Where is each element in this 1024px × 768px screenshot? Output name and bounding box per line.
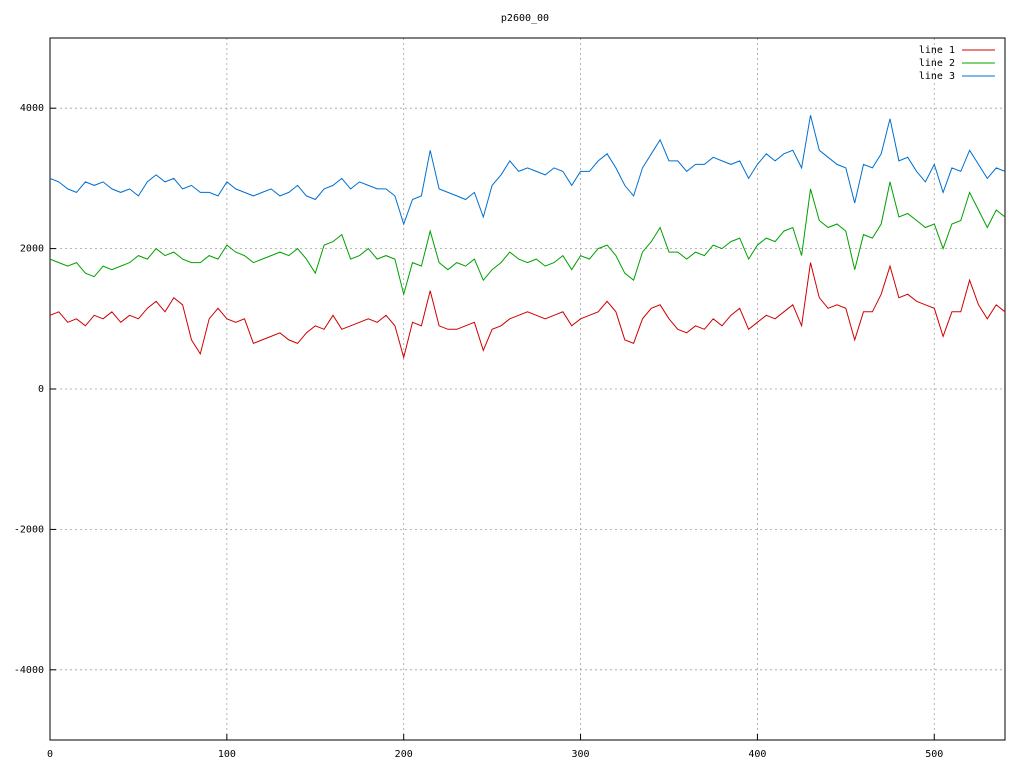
x-tick-label: 500 <box>925 749 943 760</box>
x-tick-label: 100 <box>218 749 236 760</box>
data-line <box>49 181 1006 297</box>
x-tick-label: 0 <box>47 749 53 760</box>
x-tick-label: 400 <box>748 749 766 760</box>
y-tick-label: 4000 <box>20 103 44 114</box>
data-line <box>49 115 1006 226</box>
y-tick-label: -2000 <box>14 524 44 535</box>
plot-frame <box>49 37 1006 741</box>
y-tick-label: 2000 <box>20 244 44 255</box>
chart-title: p2600_00 <box>501 13 549 24</box>
legend-label: line 3 <box>919 71 955 82</box>
y-tick-label: 0 <box>38 384 44 395</box>
x-tick-label: 200 <box>395 749 413 760</box>
y-tick-label: -4000 <box>14 665 44 676</box>
legend-label: line 1 <box>919 45 955 56</box>
data-line <box>49 262 1006 360</box>
x-tick-label: 300 <box>572 749 590 760</box>
legend-label: line 2 <box>919 58 955 69</box>
